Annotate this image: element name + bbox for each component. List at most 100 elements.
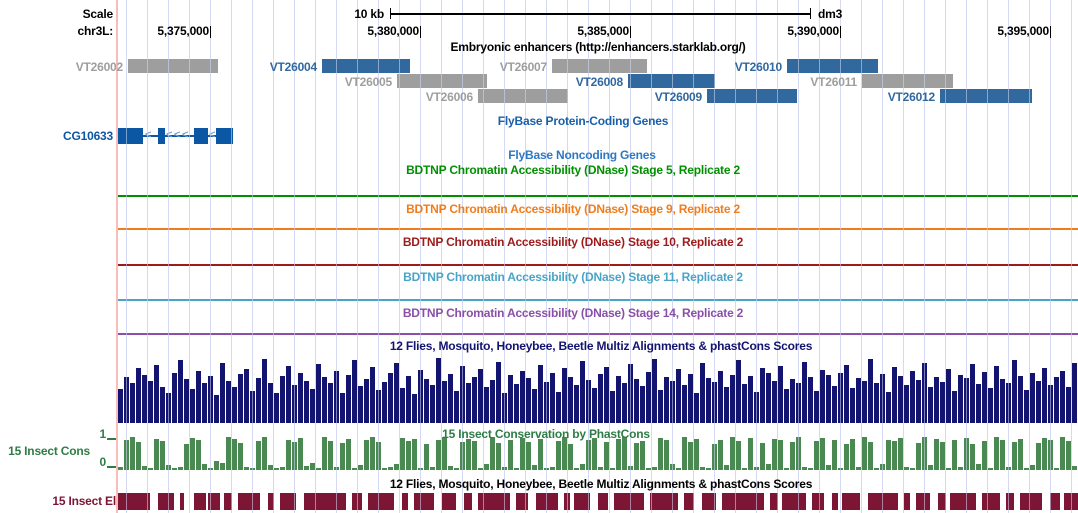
conservation-histogram-bar xyxy=(562,437,567,470)
conserved-element-block[interactable] xyxy=(812,493,824,510)
conserved-element-block[interactable] xyxy=(464,493,472,510)
gridline-overlay xyxy=(861,0,862,513)
gridline-overlay xyxy=(462,0,463,513)
conservation-histogram-bar xyxy=(574,468,579,470)
bdtnp-track-title-0[interactable]: BDTNP Chromatin Accessibility (DNase) St… xyxy=(406,163,740,177)
gridline-overlay xyxy=(840,0,841,513)
multiz-histogram-bar xyxy=(904,385,909,423)
conserved-element-block[interactable] xyxy=(868,493,898,510)
conservation-histogram-bar xyxy=(736,441,741,470)
enhancer-item-label: VT26002 xyxy=(75,60,124,74)
enhancer-item-label: VT26009 xyxy=(654,90,703,104)
conserved-element-block[interactable] xyxy=(402,493,408,510)
conserved-element-block[interactable] xyxy=(982,493,1000,510)
multiz-histogram-bar xyxy=(946,369,951,423)
multiz-histogram-bar xyxy=(760,368,765,423)
bdtnp-track-title-1[interactable]: BDTNP Chromatin Accessibility (DNase) St… xyxy=(406,202,740,216)
multiz-histogram-bar xyxy=(430,385,435,423)
enhancer-item-vt26012[interactable] xyxy=(940,89,1032,103)
conserved-element-block[interactable] xyxy=(684,493,694,510)
bdtnp-track-title-3[interactable]: BDTNP Chromatin Accessibility (DNase) St… xyxy=(403,270,743,284)
conserved-element-block[interactable] xyxy=(770,493,778,510)
conserved-element-block[interactable] xyxy=(1006,493,1014,510)
conservation-track-title[interactable]: 15 Insect Conservation by PhastCons xyxy=(442,427,650,441)
conservation-axis-max: 1 xyxy=(99,427,107,441)
multiz-histogram-bar xyxy=(286,366,291,423)
enhancers-track-title[interactable]: Embryonic enhancers (http://enhancers.st… xyxy=(450,40,746,54)
conservation-histogram-bar xyxy=(952,440,957,470)
flybase-pcg-track-title[interactable]: FlyBase Protein-Coding Genes xyxy=(497,114,669,128)
conserved-element-block[interactable] xyxy=(414,493,434,510)
gene-exon[interactable] xyxy=(158,128,165,144)
gene-label-cg10633[interactable]: CG10633 xyxy=(63,129,113,143)
gridline-overlay xyxy=(525,0,526,513)
gene-exon[interactable] xyxy=(117,128,143,144)
gridline-overlay xyxy=(336,0,337,513)
conserved-element-block[interactable] xyxy=(180,493,184,510)
gene-exon[interactable] xyxy=(194,128,208,144)
bdtnp-track-title-2[interactable]: BDTNP Chromatin Accessibility (DNase) St… xyxy=(402,235,744,249)
conserved-element-block[interactable] xyxy=(194,493,206,510)
multiz-phastcons-scores-title[interactable]: 12 Flies, Mosquito, Honeybee, Beetle Mul… xyxy=(389,477,813,491)
conserved-element-block[interactable] xyxy=(478,493,510,510)
conservation-left-label[interactable]: 15 Insect Cons xyxy=(8,444,90,458)
enhancer-item-vt26009[interactable] xyxy=(707,89,797,103)
conserved-element-block[interactable] xyxy=(224,493,232,510)
conserved-element-block[interactable] xyxy=(916,493,930,510)
conserved-element-block[interactable] xyxy=(118,493,150,510)
conserved-element-block[interactable] xyxy=(304,493,346,510)
conserved-element-block[interactable] xyxy=(442,493,456,510)
conservation-histogram-bar xyxy=(946,468,951,470)
conserved-element-block[interactable] xyxy=(208,493,220,510)
enhancer-item-vt26011[interactable] xyxy=(862,74,953,88)
multiz-track-title[interactable]: 12 Flies, Mosquito, Honeybee, Beetle Mul… xyxy=(389,339,813,353)
multiz-histogram-bar xyxy=(982,372,987,423)
enhancer-item-vt26005[interactable] xyxy=(397,74,487,88)
conserved-element-block[interactable] xyxy=(280,493,296,510)
conserved-element-block[interactable] xyxy=(1020,493,1042,510)
conserved-element-block[interactable] xyxy=(832,493,838,510)
enhancer-item-vt26006[interactable] xyxy=(478,89,568,103)
gene-exon[interactable] xyxy=(216,128,233,144)
conserved-element-block[interactable] xyxy=(598,493,608,510)
conserved-element-block[interactable] xyxy=(238,493,260,510)
conservation-histogram-bar xyxy=(514,468,519,470)
insect-elements-left-label[interactable]: 15 Insect El xyxy=(52,494,116,508)
enhancer-item-vt26002[interactable] xyxy=(128,59,218,73)
gene-intron-line xyxy=(117,135,233,137)
gridline-overlay xyxy=(756,0,757,513)
conserved-element-block[interactable] xyxy=(722,493,764,510)
conserved-element-block[interactable] xyxy=(904,493,910,510)
conserved-element-block[interactable] xyxy=(516,493,528,510)
conservation-histogram-bar xyxy=(316,468,321,470)
multiz-histogram-bar xyxy=(1036,381,1041,423)
conservation-histogram-bar xyxy=(850,439,855,470)
conserved-element-block[interactable] xyxy=(702,493,716,510)
multiz-histogram-bar xyxy=(1054,377,1059,423)
enhancer-item-vt26004[interactable] xyxy=(322,59,410,73)
conserved-element-block[interactable] xyxy=(938,493,946,510)
conserved-element-block[interactable] xyxy=(158,493,174,510)
conserved-element-block[interactable] xyxy=(950,493,976,510)
ruler-tick-mark xyxy=(420,26,421,38)
multiz-histogram-bar xyxy=(706,378,711,423)
conserved-element-block[interactable] xyxy=(268,493,274,510)
conservation-histogram-bar xyxy=(664,440,669,470)
multiz-histogram-bar xyxy=(556,392,561,423)
bdtnp-track-title-4[interactable]: BDTNP Chromatin Accessibility (DNase) St… xyxy=(402,306,744,320)
enhancer-item-vt26007[interactable] xyxy=(552,59,647,73)
enhancer-item-vt26010[interactable] xyxy=(787,59,878,73)
conserved-element-block[interactable] xyxy=(782,493,806,510)
flybase-noncoding-track-title[interactable]: FlyBase Noncoding Genes xyxy=(508,148,656,162)
conserved-element-block[interactable] xyxy=(368,493,394,510)
conserved-element-block[interactable] xyxy=(650,493,678,510)
gridline-overlay xyxy=(441,0,442,513)
gridline-overlay xyxy=(399,0,400,513)
chromosome-label: chr3L: xyxy=(77,24,114,38)
conserved-element-block[interactable] xyxy=(614,493,644,510)
conserved-element-block[interactable] xyxy=(1050,493,1060,510)
conserved-element-block[interactable] xyxy=(842,493,860,510)
conserved-element-block[interactable] xyxy=(536,493,558,510)
conserved-element-block[interactable] xyxy=(574,493,590,510)
conservation-axis-min: 0 xyxy=(99,455,107,469)
